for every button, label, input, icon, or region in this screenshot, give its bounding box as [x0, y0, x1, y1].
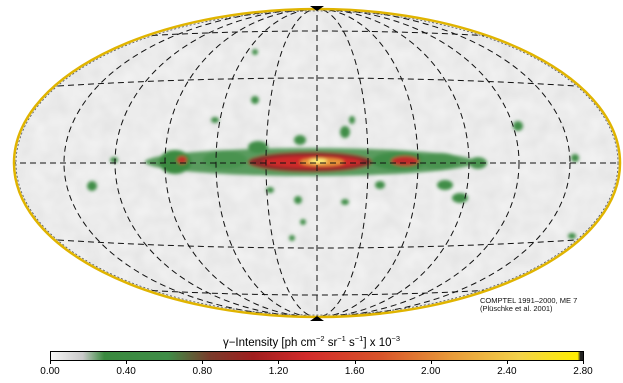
- colorbar-tick: [202, 361, 204, 364]
- colorbar-tick-label: 0.40: [116, 366, 136, 377]
- coordinate-grid: [14, 9, 620, 317]
- colorbar-tick: [50, 361, 51, 364]
- colorbar-tick: [354, 361, 356, 364]
- colorbar-tick-label: 1.20: [268, 366, 289, 377]
- colorbar-tick-label: 2.00: [420, 366, 441, 377]
- credit-line-1: COMPTEL 1991–2000, ME 7: [480, 296, 578, 305]
- colorbar-tick: [430, 361, 432, 364]
- colorbar-tick-label: 2.40: [497, 366, 517, 377]
- colorbar-tick: [126, 361, 128, 364]
- colorbar-tick-label: 0.80: [192, 366, 213, 377]
- pole-marker-bottom: [310, 316, 324, 321]
- colorbar-title: γ−Intensity [ph cm−2 sr−1 s−1] x 10−3: [222, 334, 401, 349]
- colorbar-tick: [506, 361, 508, 364]
- colorbar-tick-label: 0.00: [40, 366, 60, 377]
- sky-map: [12, 6, 622, 321]
- colorbar-tick-label: 2.80: [573, 366, 593, 377]
- colorbar-tick: [278, 361, 280, 364]
- credit-line-2: (Plüschke et al. 2001): [480, 304, 553, 313]
- colorbar: [50, 351, 584, 361]
- colorbar-tick-label: 1.60: [344, 366, 365, 377]
- pole-marker-top: [310, 6, 324, 11]
- colorbar-tick: [583, 361, 584, 364]
